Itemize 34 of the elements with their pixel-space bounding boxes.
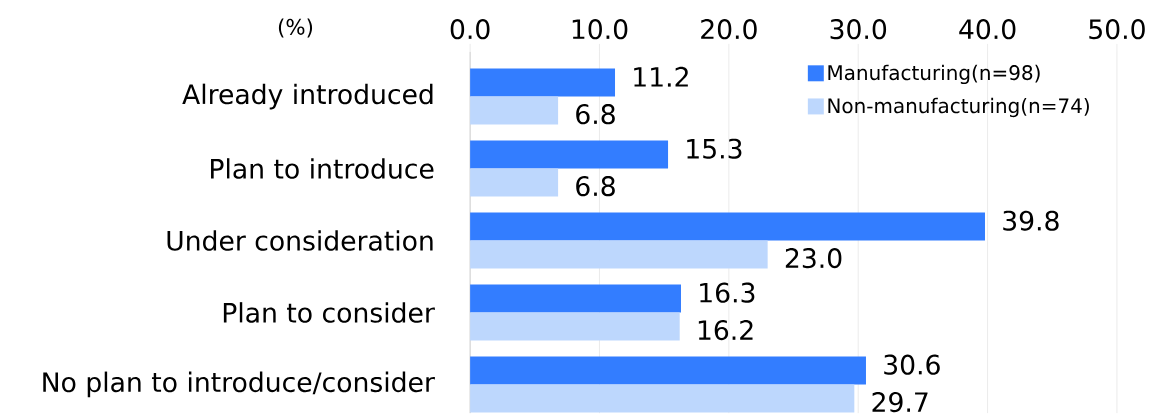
data-label: 6.8	[576, 104, 615, 125]
y-tick-label: Plan to consider	[223, 302, 435, 324]
legend-label: Manufacturing(n=98)	[828, 64, 1040, 85]
data-label: 23.0	[785, 248, 842, 269]
y-tick-label: Already introduced	[182, 83, 433, 110]
bar	[470, 312, 680, 341]
data-label: 30.6	[884, 354, 940, 375]
bar	[470, 96, 559, 125]
data-label: 39.8	[1003, 210, 1059, 232]
x-tick-label: 40.0	[959, 19, 1016, 40]
bar	[470, 384, 855, 413]
data-label: 15.3	[687, 138, 742, 160]
legend-label: Non-manufacturing(n=74)	[828, 98, 1089, 118]
bar	[470, 240, 768, 269]
bar	[470, 168, 559, 197]
y-tick-label: Plan to introduce	[211, 158, 434, 180]
data-label: 11.2	[634, 67, 688, 87]
x-tick-label: 10.0	[572, 19, 628, 40]
y-tick-label: Under consideration	[167, 230, 433, 252]
x-tick-label: 0.0	[450, 19, 490, 40]
data-label: 6.8	[576, 176, 615, 197]
x-tick-label: 30.0	[830, 19, 887, 40]
data-label: 16.2	[698, 320, 753, 341]
y-tick-label: No plan to introduce/consider	[43, 371, 435, 398]
bar	[470, 212, 985, 241]
data-label: 16.3	[700, 282, 755, 303]
bar	[470, 356, 866, 385]
x-axis-title: (%)	[278, 18, 313, 38]
x-tick-label: 20.0	[701, 19, 757, 40]
bar	[470, 140, 669, 169]
data-label: 29.7	[872, 392, 928, 413]
bar	[470, 284, 681, 313]
x-tick-label: 50.0	[1089, 19, 1145, 40]
bar	[470, 68, 616, 97]
